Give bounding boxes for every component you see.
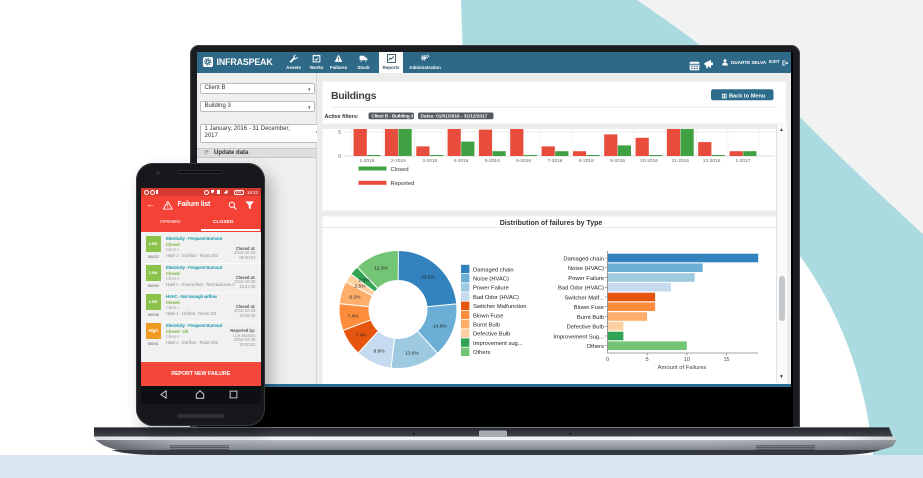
svg-text:12.3%: 12.3% <box>374 265 388 271</box>
svg-text:Noise (HVAC): Noise (HVAC) <box>473 276 509 282</box>
svg-text:Dates: 01/01/2016 - 31/12/2017: Dates: 01/01/2016 - 31/12/2017 <box>421 113 488 118</box>
svg-text:Active filters:: Active filters: <box>325 114 359 120</box>
svg-text:2.5%: 2.5% <box>359 277 371 283</box>
svg-text:5: 5 <box>646 357 649 363</box>
svg-text:Reported: Reported <box>391 181 415 187</box>
svg-text:Client B - Building 3: Client B - Building 3 <box>372 113 414 118</box>
svg-text:Burnt Bulb: Burnt Bulb <box>473 322 500 328</box>
svg-text:10: 10 <box>684 357 690 363</box>
svg-text:0: 0 <box>606 357 609 363</box>
svg-text:Bad Odor (HVAC): Bad Odor (HVAC) <box>558 285 604 291</box>
svg-text:13.6%: 13.6% <box>405 350 419 356</box>
svg-text:4-2016: 4-2016 <box>454 158 469 164</box>
svg-text:Others: Others <box>473 350 490 356</box>
svg-text:8-2016: 8-2016 <box>579 158 594 164</box>
svg-text:Switcher Malfunction: Switcher Malfunction <box>473 304 526 310</box>
svg-text:Others: Others <box>587 344 604 350</box>
svg-text:Power Failure: Power Failure <box>473 285 509 291</box>
svg-text:Buildings: Buildings <box>331 90 377 102</box>
svg-text:Improvement Sug...: Improvement Sug... <box>553 334 604 340</box>
svg-text:10-2016: 10-2016 <box>640 158 658 164</box>
svg-text:5-2016: 5-2016 <box>485 158 500 164</box>
svg-text:9.9%: 9.9% <box>374 348 386 354</box>
svg-text:2-2016: 2-2016 <box>391 158 406 164</box>
svg-text:12-2016: 12-2016 <box>703 158 721 164</box>
svg-text:Bad Odor (HVAC): Bad Odor (HVAC) <box>473 294 519 300</box>
svg-text:11-2016: 11-2016 <box>672 158 690 164</box>
svg-text:Blown Fuse: Blown Fuse <box>473 313 503 319</box>
svg-text:Damaged chain: Damaged chain <box>473 267 514 273</box>
svg-text:15: 15 <box>723 357 729 363</box>
svg-text:Closed: Closed <box>391 166 409 172</box>
svg-text:7.4%: 7.4% <box>356 332 368 338</box>
svg-text:Burnt Bulb: Burnt Bulb <box>577 314 604 320</box>
svg-text:3-2016: 3-2016 <box>422 158 437 164</box>
svg-text:1-2017: 1-2017 <box>736 158 751 164</box>
svg-text:Improvement sug...: Improvement sug... <box>473 340 523 346</box>
svg-text:Switcher Malf...: Switcher Malf... <box>564 295 604 301</box>
svg-text:23.5%: 23.5% <box>421 274 435 280</box>
svg-text:Amount of Failures: Amount of Failures <box>658 365 707 371</box>
svg-text:7.4%: 7.4% <box>348 313 360 319</box>
svg-text:Defective Bulb: Defective Bulb <box>473 331 510 337</box>
svg-text:Power Failure: Power Failure <box>568 275 604 281</box>
svg-text:Noise (HVAC): Noise (HVAC) <box>568 266 604 272</box>
svg-text:9-2016: 9-2016 <box>610 158 625 164</box>
svg-text:7-2016: 7-2016 <box>548 158 563 164</box>
svg-text:Distribution of failures by Ty: Distribution of failures by Type <box>500 220 603 227</box>
svg-text:6.2%: 6.2% <box>350 294 362 300</box>
svg-text:0: 0 <box>338 154 341 160</box>
svg-text:2.5%: 2.5% <box>355 283 367 289</box>
svg-text:Defective Bulb: Defective Bulb <box>567 324 604 330</box>
svg-text:6-2016: 6-2016 <box>516 158 531 164</box>
svg-text:Back to Menu: Back to Menu <box>729 93 766 99</box>
svg-text:Blown Fuse: Blown Fuse <box>574 305 604 311</box>
svg-text:1-2016: 1-2016 <box>360 158 375 164</box>
svg-text:14.8%: 14.8% <box>433 323 447 329</box>
svg-text:5: 5 <box>338 130 341 136</box>
svg-text:Damaged chain: Damaged chain <box>563 256 604 262</box>
